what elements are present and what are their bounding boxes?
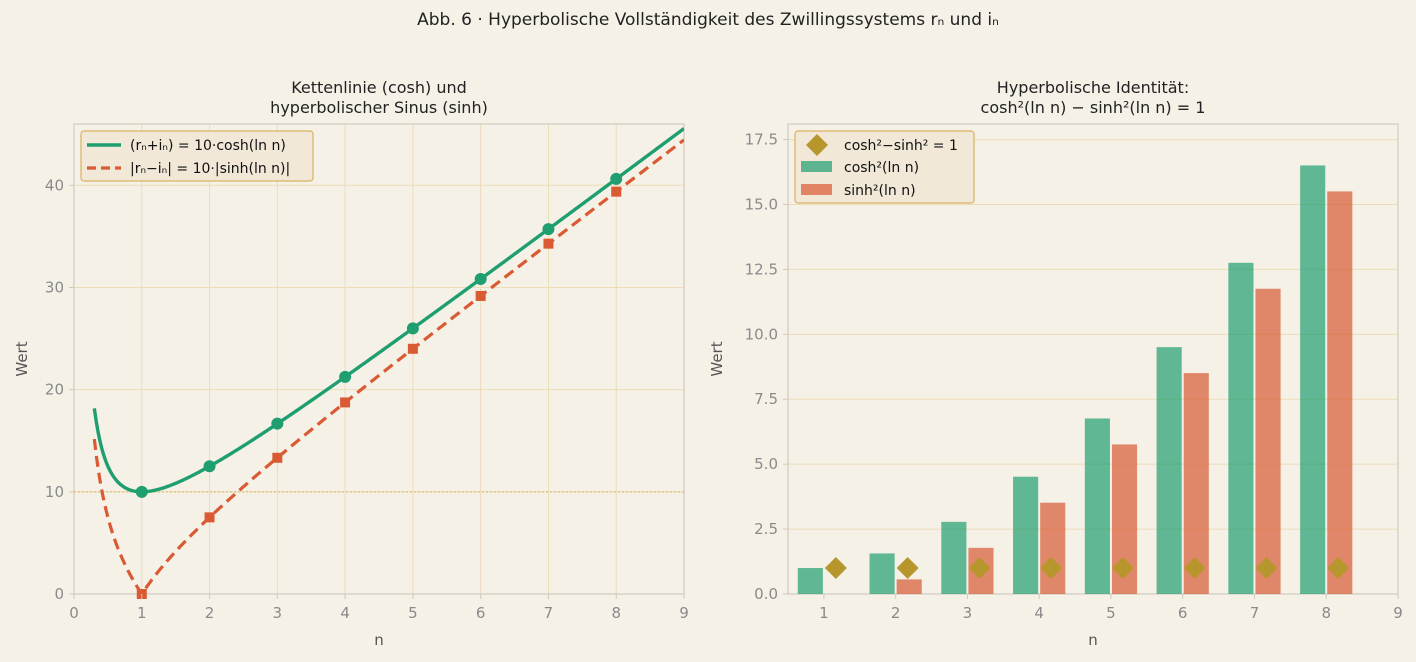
y-tick-label: 10.0 xyxy=(745,325,778,343)
left-plot-frame xyxy=(73,123,685,595)
cosh-point xyxy=(203,460,216,473)
cosh-point xyxy=(610,172,623,185)
cosh-squared-bar xyxy=(1300,165,1326,594)
x-tick-label: 3 xyxy=(273,604,283,622)
x-tick-label: 4 xyxy=(340,604,350,622)
left-legend: (rₙ+iₙ) = 10·cosh(ln n) |rₙ−iₙ| = 10·|sin… xyxy=(80,130,314,182)
y-tick-label: 2.5 xyxy=(754,520,778,538)
cosh-squared-bar xyxy=(1013,476,1039,594)
x-tick-label: 5 xyxy=(1106,604,1116,622)
x-tick-label: 7 xyxy=(544,604,554,622)
x-tick-label: 4 xyxy=(1034,604,1044,622)
sinh-squared-bar xyxy=(1040,502,1066,594)
right-legend-box xyxy=(794,130,975,204)
legend-label-cosh: (rₙ+iₙ) = 10·cosh(ln n) xyxy=(130,138,286,154)
y-tick-label: 17.5 xyxy=(745,131,778,149)
identity-diamond xyxy=(896,557,919,580)
x-tick-label: 2 xyxy=(205,604,215,622)
left-chart-title-line: Kettenlinie (cosh) und xyxy=(291,78,467,97)
identity-diamond xyxy=(1327,557,1350,580)
right-chart: 1 2 3 4 5 6 7 8 9 0.0 2.5 5.0 7.5 10.0 12.5 15.0 17.5 n We… xyxy=(708,78,1403,649)
legend-label-sinh-squared: sinh²(ln n) xyxy=(844,183,916,199)
cosh-curve xyxy=(92,127,684,494)
left-chart-title-line: hyperbolischer Sinus (sinh) xyxy=(270,98,488,117)
right-chart-title-line: Hyperbolische Identität: xyxy=(997,78,1189,97)
left-legend-box xyxy=(80,130,314,182)
x-tick-label: 1 xyxy=(819,604,829,622)
sinh-point xyxy=(204,512,215,523)
sinh-squared-bar xyxy=(1183,373,1209,594)
y-tick-label: 12.5 xyxy=(745,260,778,278)
legend-swatch-diamond xyxy=(806,134,828,156)
x-tick-label: 6 xyxy=(476,604,486,622)
x-tick-label: 5 xyxy=(408,604,418,622)
x-axis-label: n xyxy=(1088,631,1098,649)
y-tick-label: 20 xyxy=(45,381,64,399)
y-tick-label: 0.0 xyxy=(754,585,778,603)
sinh-curve xyxy=(92,138,684,594)
x-tick-label: 8 xyxy=(611,604,621,622)
cosh-point xyxy=(406,322,419,335)
cosh-squared-bar xyxy=(941,521,967,594)
sinh-squared-bar xyxy=(1255,288,1281,594)
cosh-point xyxy=(271,417,284,430)
cosh-squared-bar xyxy=(869,553,895,594)
y-tick-label: 7.5 xyxy=(754,390,778,408)
legend-label-cosh-squared: cosh²(ln n) xyxy=(844,160,919,176)
right-legend: cosh²−sinh² = 1 cosh²(ln n) sinh²(ln n) xyxy=(794,130,975,204)
cosh-point xyxy=(339,370,352,383)
legend-swatch-cosh-squared xyxy=(801,161,832,172)
legend-swatch-sinh-squared xyxy=(801,184,832,195)
y-axis-label: Wert xyxy=(708,341,726,376)
sinh-squared-bar xyxy=(1327,191,1353,594)
cosh-point xyxy=(135,485,148,498)
legend-label-sinh: |rₙ−iₙ| = 10·|sinh(ln n)| xyxy=(130,161,290,177)
sinh-squared-bar xyxy=(896,579,922,594)
cosh-squared-bar xyxy=(1084,418,1110,594)
cosh-point xyxy=(474,272,487,285)
sinh-point xyxy=(272,452,283,463)
sinh-point xyxy=(543,238,554,249)
identity-diamond xyxy=(1040,557,1063,580)
legend-label-identity: cosh²−sinh² = 1 xyxy=(844,138,958,154)
sinh-point xyxy=(407,343,418,354)
x-tick-label: 9 xyxy=(679,604,689,622)
left-curves xyxy=(92,127,684,594)
x-tick-label: 3 xyxy=(963,604,973,622)
left-chart: 0 1 2 3 4 5 6 7 8 9 0 10 20 30 40 n Wert Kettenlinie (cos… xyxy=(13,78,689,649)
x-tick-label: 8 xyxy=(1321,604,1331,622)
identity-diamond xyxy=(824,557,847,580)
y-axis-label: Wert xyxy=(13,341,31,376)
figure-title: Abb. 6 · Hyperbolische Vollständigkeit d… xyxy=(417,10,999,30)
identity-diamond xyxy=(1111,557,1134,580)
y-tick-label: 40 xyxy=(45,176,64,194)
x-tick-label: 2 xyxy=(891,604,901,622)
y-tick-label: 0 xyxy=(54,585,64,603)
x-tick-label: 7 xyxy=(1250,604,1260,622)
cosh-squared-bar xyxy=(1228,262,1254,594)
x-tick-label: 9 xyxy=(1393,604,1403,622)
sinh-point xyxy=(340,397,351,408)
identity-diamond xyxy=(1183,557,1206,580)
cosh-squared-bar xyxy=(1156,347,1182,594)
sinh-point xyxy=(475,290,486,301)
cosh-point xyxy=(542,223,555,236)
cosh-squared-bar xyxy=(797,568,823,594)
y-tick-label: 5.0 xyxy=(754,455,778,473)
identity-diamond xyxy=(968,557,991,580)
x-axis-label: n xyxy=(374,631,384,649)
identity-diamond xyxy=(1255,557,1278,580)
sinh-point xyxy=(611,186,622,197)
y-tick-label: 10 xyxy=(45,483,64,501)
x-tick-label: 0 xyxy=(69,604,79,622)
x-tick-label: 6 xyxy=(1178,604,1188,622)
right-chart-title-line: cosh²(ln n) − sinh²(ln n) = 1 xyxy=(981,98,1206,117)
y-tick-label: 15.0 xyxy=(745,195,778,213)
y-tick-label: 30 xyxy=(45,278,64,296)
x-tick-label: 1 xyxy=(137,604,147,622)
